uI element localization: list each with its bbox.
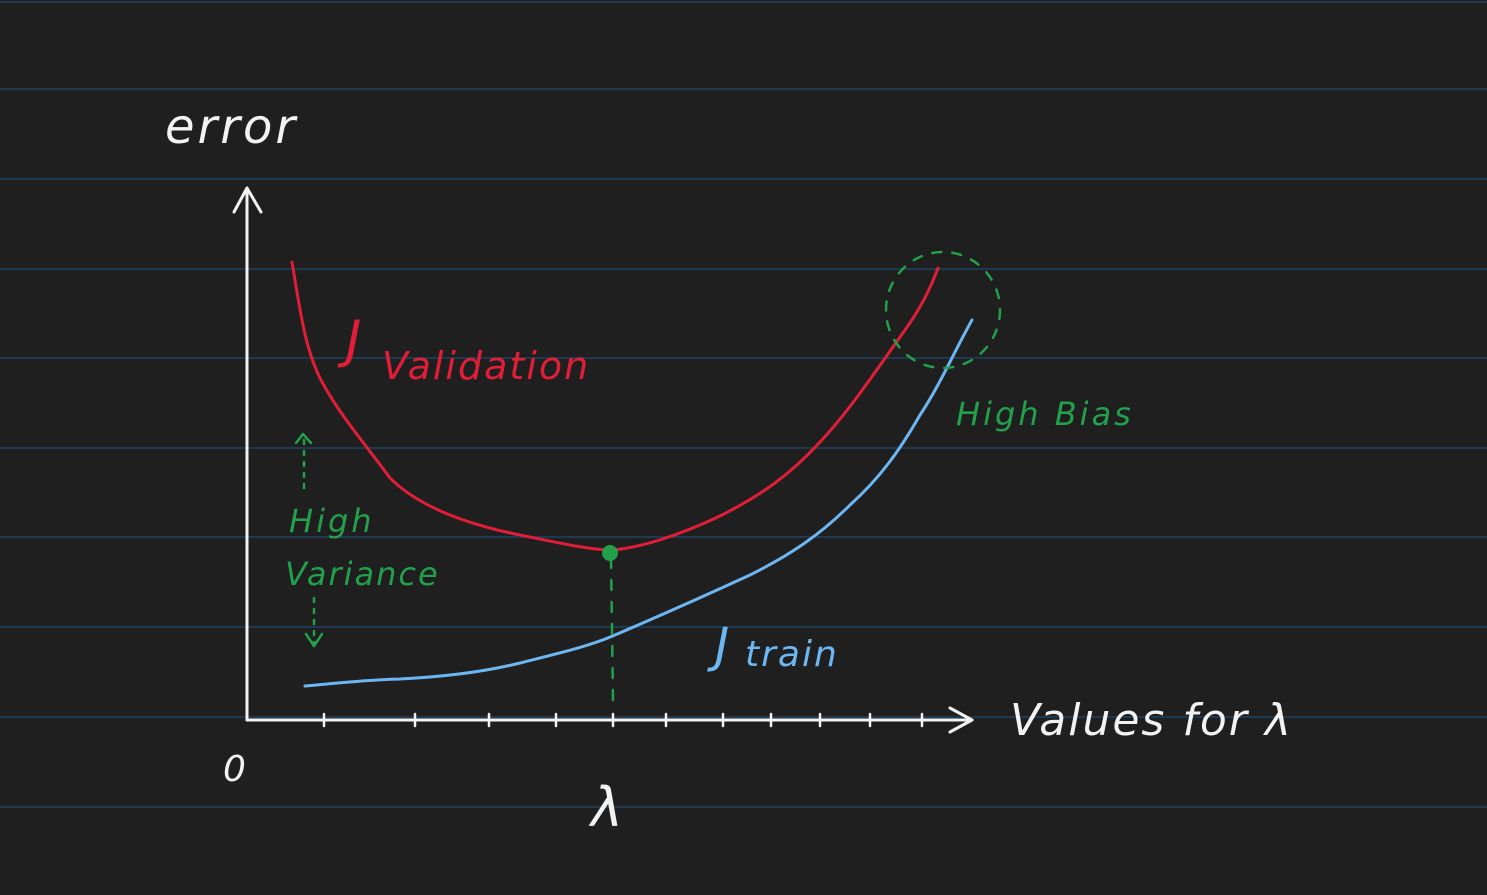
lambda-mark-label: λ (588, 776, 623, 839)
x-axis-ticks (322, 712, 924, 728)
arrow-up-icon (232, 186, 263, 214)
high-bias-dashed-circle (884, 250, 1002, 370)
arrow-down-small-icon (304, 632, 324, 648)
optimal-lambda-dashed-line (609, 556, 615, 702)
arrow-right-icon (948, 706, 974, 734)
high-variance-label-line1: High (289, 502, 375, 540)
train-error-curve (303, 318, 974, 688)
high-bias-label: High Bias (956, 395, 1134, 433)
high-variance-label-line2: Variance (285, 555, 440, 593)
y-axis-label: error (165, 99, 298, 155)
high-variance-arrows (294, 432, 324, 648)
validation-label-main: J (337, 310, 361, 370)
validation-error-curve (290, 260, 940, 552)
arrow-up-small-icon (294, 432, 313, 445)
origin-label: 0 (223, 749, 246, 790)
x-axis-label: Values for λ (1010, 695, 1293, 746)
validation-label-sub: Validation (382, 344, 590, 388)
train-label-sub: train (745, 634, 839, 675)
dot-icon (602, 545, 618, 561)
x-axis (245, 706, 974, 734)
y-axis (232, 186, 263, 722)
